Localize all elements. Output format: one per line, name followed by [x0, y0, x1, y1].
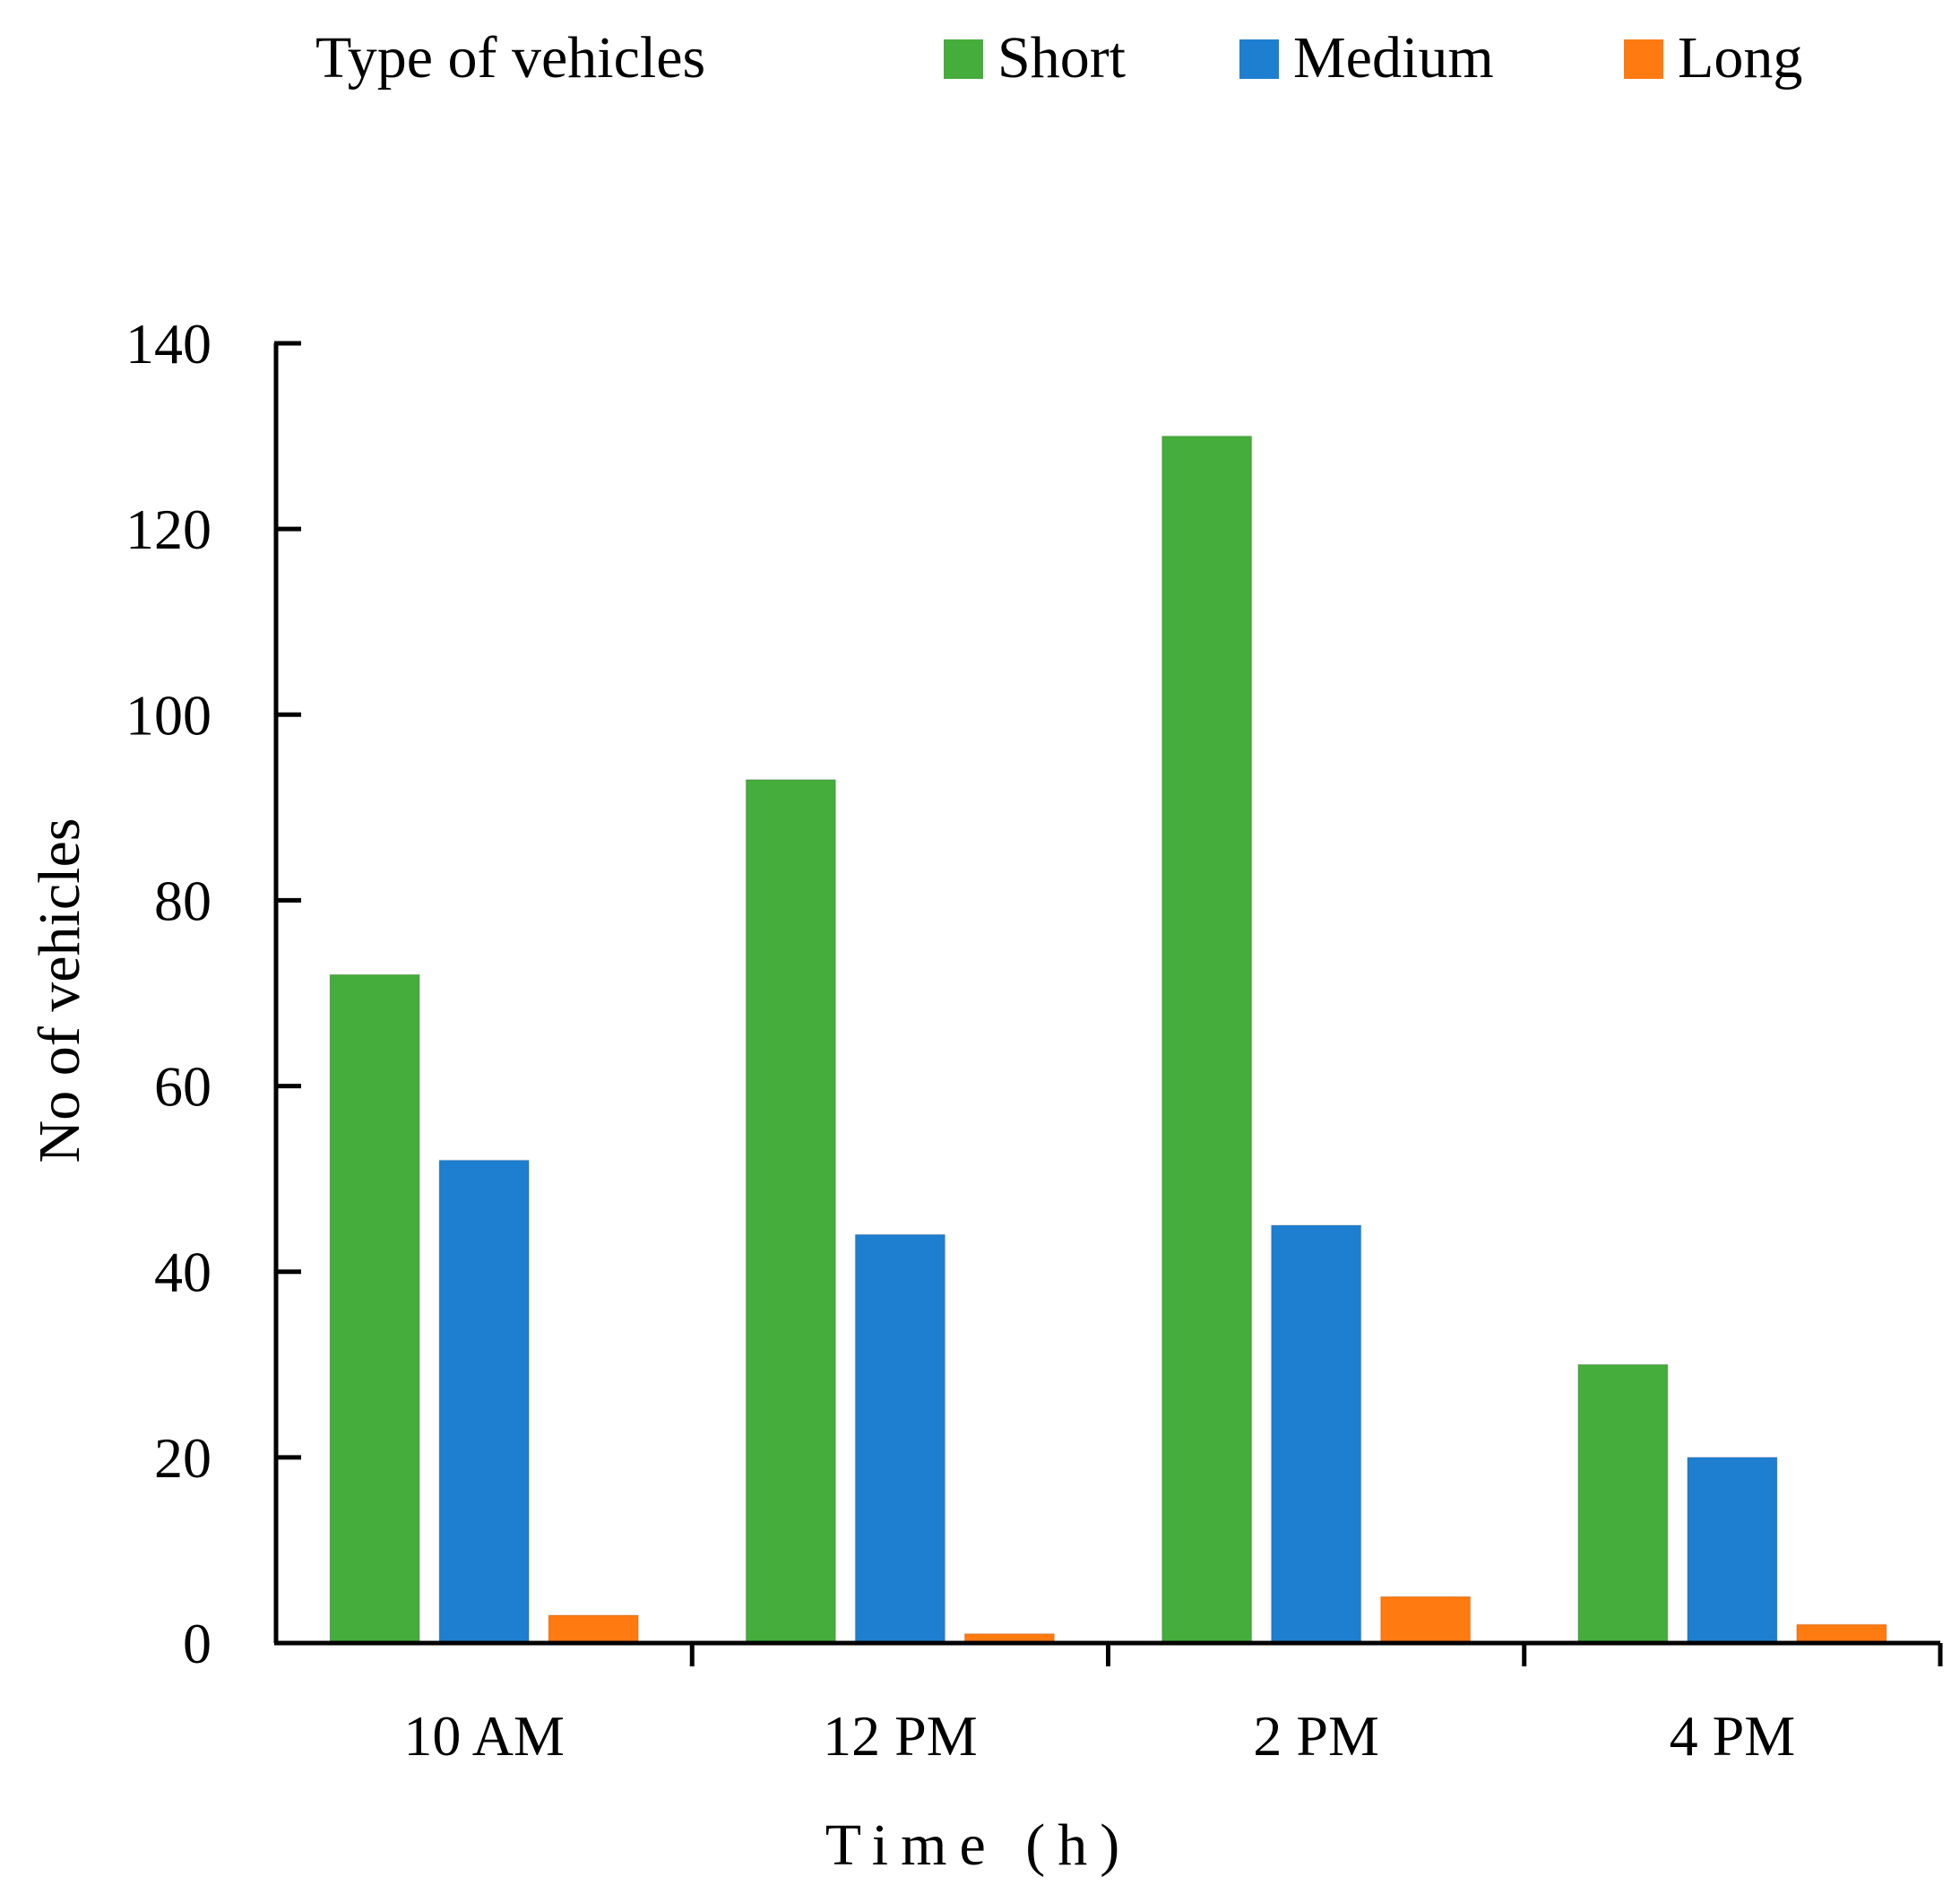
x-tick-label-12-pm: 12 PM: [823, 1704, 978, 1768]
legend: Type of vehicles Short Medium Long: [315, 25, 1802, 91]
x-axis-ticks: 10 AM 12 PM 2 PM 4 PM: [403, 1643, 1943, 1768]
bar-medium-4-pm: [1686, 1456, 1778, 1645]
bars-group: [329, 435, 1887, 1645]
x-tick-label-4-pm: 4 PM: [1670, 1704, 1796, 1768]
legend-label-long: Long: [1678, 25, 1802, 91]
legend-swatch-short: [944, 39, 983, 79]
bar-short-4-pm: [1576, 1363, 1669, 1645]
bar-long-2-pm: [1379, 1596, 1472, 1644]
y-tick-label: 0: [183, 1612, 212, 1675]
x-axis-title: Time (h): [825, 1812, 1132, 1878]
legend-swatch-long: [1624, 39, 1663, 79]
y-tick-label: 140: [125, 312, 212, 376]
bar-medium-10-am: [438, 1159, 531, 1644]
bar-long-4-pm: [1795, 1623, 1887, 1645]
bar-medium-12-pm: [854, 1233, 946, 1645]
x-tick-label-10-am: 10 AM: [403, 1704, 565, 1768]
y-tick-label: 40: [154, 1241, 212, 1304]
y-tick-label: 120: [125, 497, 212, 561]
legend-title: Type of vehicles: [315, 25, 705, 91]
bar-long-10-am: [548, 1613, 640, 1645]
bar-short-2-pm: [1161, 435, 1253, 1645]
y-tick-label: 20: [154, 1426, 212, 1490]
bar-medium-2-pm: [1270, 1224, 1362, 1645]
legend-label-medium: Medium: [1293, 25, 1494, 91]
y-axis-title: No of vehicles: [27, 818, 92, 1163]
y-tick-label: 80: [154, 869, 212, 932]
legend-label-short: Short: [997, 25, 1126, 91]
legend-swatch-medium: [1239, 39, 1279, 79]
y-axis-ticks: 0 20 40 60 80 100 120 140: [125, 312, 301, 1675]
x-tick-label-2-pm: 2 PM: [1253, 1704, 1379, 1768]
y-tick-label: 60: [154, 1055, 212, 1119]
bar-short-10-am: [329, 973, 421, 1645]
y-tick-label: 100: [125, 683, 212, 747]
legend-items: Short Medium Long: [944, 25, 1802, 91]
bar-short-12-pm: [745, 778, 837, 1644]
